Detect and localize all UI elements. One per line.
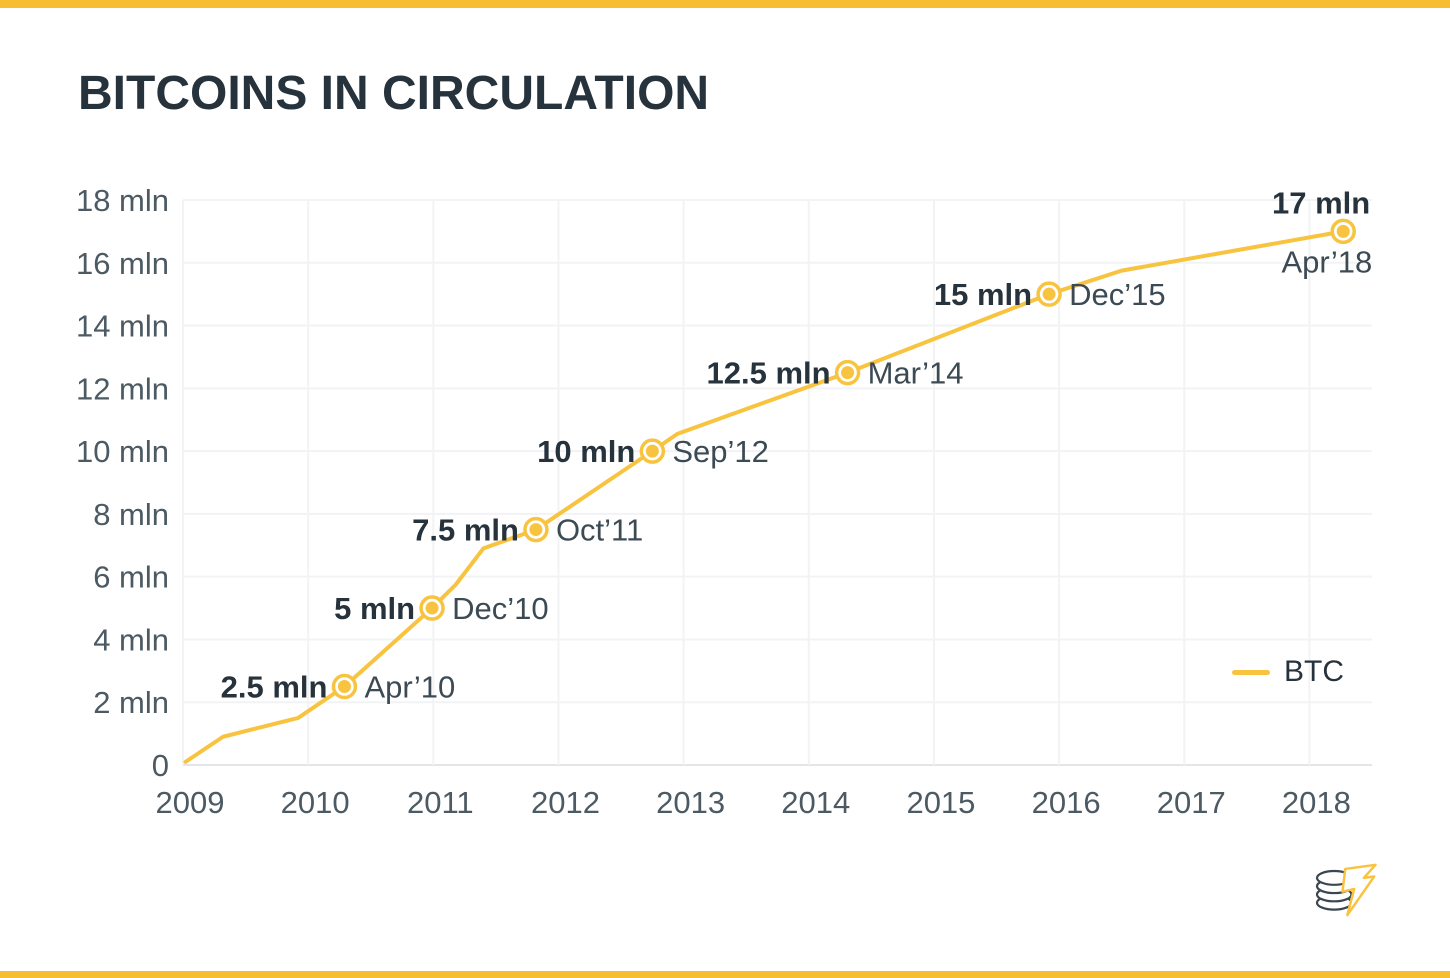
milestone-date-label: Apr’18 <box>1281 244 1372 279</box>
y-tick-label: 2 mln <box>93 685 169 720</box>
milestone-value-label: 17 mln <box>1272 185 1370 220</box>
milestone-date-label: Mar’14 <box>868 356 964 391</box>
milestone-marker-dot <box>425 601 439 615</box>
y-tick-label: 12 mln <box>76 371 169 406</box>
y-tick-label: 14 mln <box>76 309 169 344</box>
milestone-value-label: 15 mln <box>934 277 1032 312</box>
milestone-date-label: Sep’12 <box>672 434 769 469</box>
y-tick-label: 10 mln <box>76 434 169 469</box>
y-tick-label: 6 mln <box>93 560 169 595</box>
y-tick-label: 4 mln <box>93 622 169 657</box>
bottom-accent-bar <box>0 971 1450 978</box>
coin-stack-lightning-logo-icon <box>1315 863 1377 917</box>
milestone-marker-dot <box>1336 224 1350 238</box>
btc-legend-line-swatch <box>1232 669 1270 675</box>
milestone-value-label: 5 mln <box>334 591 415 626</box>
x-tick-label: 2017 <box>1157 785 1226 820</box>
milestone-marker-dot <box>529 523 543 537</box>
x-tick-label: 2015 <box>906 785 975 820</box>
milestone-date-label: Apr’10 <box>364 670 455 705</box>
milestone-value-label: 2.5 mln <box>221 670 328 705</box>
milestone-value-label: 7.5 mln <box>412 513 519 548</box>
btc-line <box>183 229 1346 764</box>
x-tick-label: 2012 <box>531 785 600 820</box>
milestone-marker-dot <box>841 366 855 380</box>
y-tick-label: 8 mln <box>93 497 169 532</box>
milestone-value-label: 10 mln <box>537 434 635 469</box>
chart-legend: BTC <box>1232 655 1344 689</box>
milestone-date-label: Oct’11 <box>556 513 643 548</box>
milestone-date-label: Dec’10 <box>452 591 549 626</box>
top-accent-bar <box>0 0 1450 8</box>
page-title: BITCOINS IN CIRCULATION <box>78 67 710 120</box>
x-tick-label: 2013 <box>656 785 725 820</box>
milestone-date-label: Dec’15 <box>1069 277 1166 312</box>
x-tick-label: 2018 <box>1282 785 1351 820</box>
y-tick-label: 0 <box>152 748 169 783</box>
btc-legend-label: BTC <box>1284 655 1344 688</box>
x-tick-label: 2011 <box>407 785 474 820</box>
y-tick-label: 18 mln <box>76 183 169 218</box>
milestone-marker-dot <box>337 680 351 694</box>
milestone-value-label: 12.5 mln <box>707 356 831 391</box>
milestone-marker-dot <box>1042 287 1056 301</box>
milestone-marker-dot <box>645 444 659 458</box>
x-tick-label: 2016 <box>1032 785 1101 820</box>
y-tick-label: 16 mln <box>76 246 169 281</box>
x-tick-label: 2014 <box>781 785 850 820</box>
x-tick-label: 2010 <box>281 785 350 820</box>
x-tick-label: 2009 <box>156 785 225 820</box>
